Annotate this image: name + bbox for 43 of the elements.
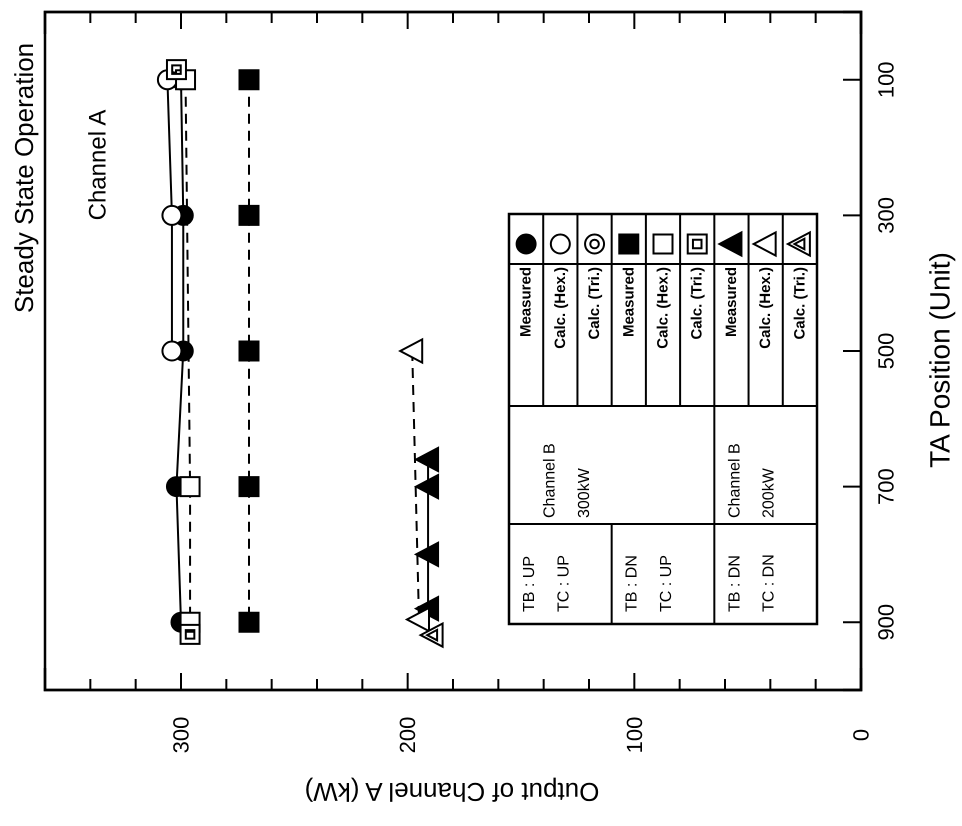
annotation: Channel B xyxy=(542,443,559,518)
point xyxy=(180,476,201,498)
y-tick-label: 300 xyxy=(874,197,898,234)
y-tick-label: 500 xyxy=(874,332,898,370)
annotation: 300kW xyxy=(576,467,593,518)
legend-label: Calc. (Tri.) xyxy=(791,267,808,340)
text: Steady State Operation xyxy=(9,42,39,314)
legend-label: Measured xyxy=(620,267,638,338)
annotation: Channel B xyxy=(726,443,744,518)
annotation: TB : DN xyxy=(726,555,744,612)
annotation: TB : UP xyxy=(521,556,538,612)
y-axis-title: TA Position (Unit) xyxy=(924,252,956,468)
legend-label: Calc. (Tri.) xyxy=(586,267,604,340)
x-tick-label: 200 xyxy=(395,716,420,754)
y-tick-label: 700 xyxy=(874,468,898,505)
legend-label: Calc. (Hex.) xyxy=(757,267,774,349)
annotation: TB : DN xyxy=(624,555,641,612)
point xyxy=(415,446,440,472)
annotation: TC : UP xyxy=(555,555,572,612)
point xyxy=(415,474,440,500)
point xyxy=(238,204,260,226)
legend-label: Calc. (Hex.) xyxy=(552,267,569,349)
x-axis-title: Output of Channel A (kW) xyxy=(304,777,600,807)
point xyxy=(415,542,440,567)
annotation: Channel A xyxy=(84,110,112,220)
point xyxy=(161,204,182,226)
point xyxy=(161,340,182,362)
x-tick-label: 300 xyxy=(168,716,194,754)
annotation: TC : UP xyxy=(658,555,675,612)
x-tick-label: 0 xyxy=(848,728,874,742)
legend-label: Calc. (Tri.) xyxy=(688,267,706,340)
point xyxy=(238,612,260,633)
legend-label: Measured xyxy=(518,267,535,338)
annotation: TC : DN xyxy=(760,554,778,612)
annotation: 200kW xyxy=(760,467,778,518)
y-tick-label: 100 xyxy=(874,61,898,98)
x-tick-label: 100 xyxy=(622,716,647,754)
point xyxy=(238,340,260,362)
point xyxy=(238,69,260,90)
point xyxy=(238,476,260,498)
legend-label: Measured xyxy=(722,267,740,338)
y-tick-label: 900 xyxy=(874,604,898,641)
legend-label: Calc. (Hex.) xyxy=(654,267,672,349)
